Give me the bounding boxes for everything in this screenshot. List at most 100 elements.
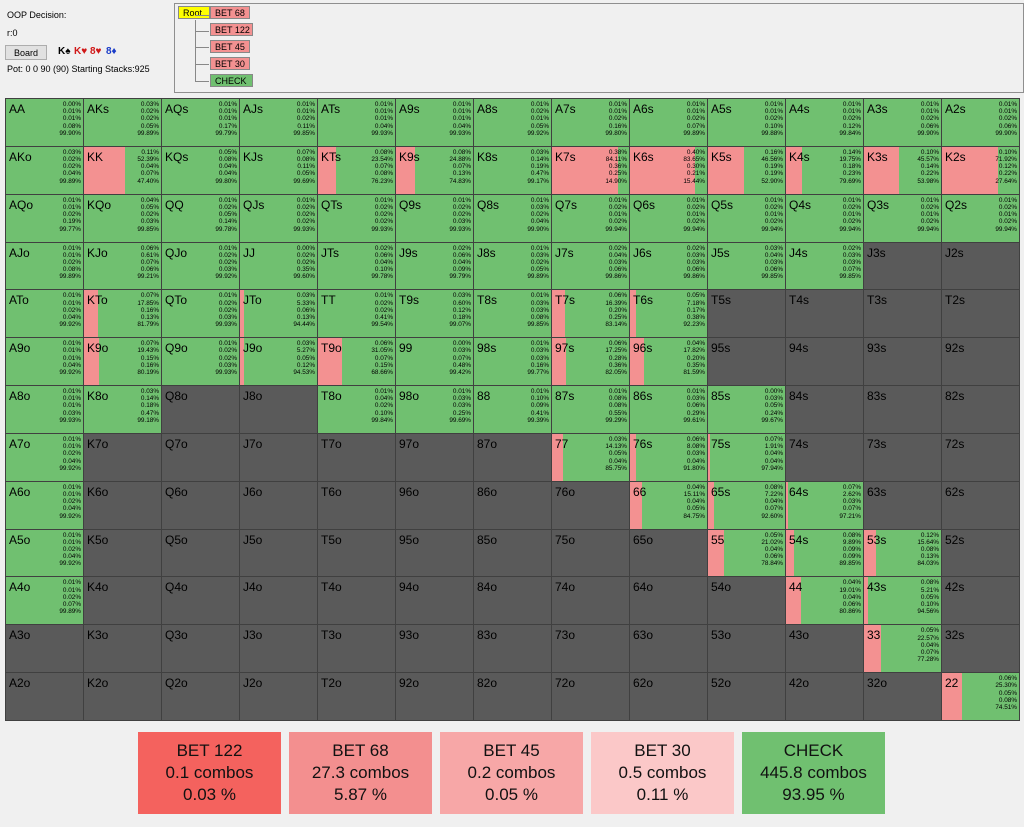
hand-cell[interactable]: J9o 0.03% 5.27% 0.05% 0.12% 94.53%: [240, 338, 317, 386]
hand-cell[interactable]: 32o: [864, 673, 941, 720]
hand-cell[interactable]: J8o: [240, 386, 317, 433]
hand-cell[interactable]: T7s 0.06% 16.39% 0.20% 0.25% 83.14%: [552, 290, 629, 338]
summary-bet-30[interactable]: BET 30 0.5 combos 0.11 %: [591, 732, 734, 814]
hand-cell[interactable]: 83o: [474, 625, 551, 673]
hand-cell[interactable]: 66 0.04% 15.11% 0.04% 0.05% 84.75%: [630, 481, 707, 529]
hand-cell[interactable]: T7o: [318, 433, 395, 481]
hand-cell[interactable]: 95s: [708, 338, 785, 386]
hand-cell[interactable]: 72o: [552, 673, 629, 720]
hand-cell[interactable]: QJo 0.01% 0.02% 0.02% 0.03% 99.92%: [162, 242, 239, 290]
hand-cell[interactable]: Q6o: [162, 481, 239, 529]
hand-cell[interactable]: K4s 0.14% 19.75% 0.18% 0.23% 79.69%: [786, 146, 863, 194]
hand-cell[interactable]: Q4o: [162, 577, 239, 625]
hand-cell[interactable]: 22 0.06% 25.30% 0.05% 0.08% 74.51%: [942, 673, 1019, 720]
hand-cell[interactable]: 84s: [786, 386, 863, 433]
hand-cell[interactable]: KK 0.11% 52.39% 0.04% 0.07% 47.40%: [84, 146, 161, 194]
hand-cell[interactable]: J4s 0.02% 0.03% 0.03% 0.07% 99.85%: [786, 242, 863, 290]
hand-cell[interactable]: QTs 0.01% 0.02% 0.02% 0.02% 99.93%: [318, 194, 395, 242]
hand-cell[interactable]: 93s: [864, 338, 941, 386]
hand-cell[interactable]: T3o: [318, 625, 395, 673]
hand-cell[interactable]: A2o: [6, 673, 83, 720]
hand-cell[interactable]: A4o 0.01% 0.01% 0.02% 0.07% 99.89%: [6, 577, 83, 625]
hand-cell[interactable]: K3s 0.10% 45.57% 0.14% 0.22% 53.98%: [864, 146, 941, 194]
hand-cell[interactable]: Q5o: [162, 529, 239, 577]
hand-cell[interactable]: 94s: [786, 338, 863, 386]
hand-cell[interactable]: K8o 0.03% 0.14% 0.18% 0.47% 99.18%: [84, 386, 161, 433]
hand-cell[interactable]: J7s 0.02% 0.04% 0.03% 0.06% 99.86%: [552, 242, 629, 290]
hand-cell[interactable]: T2o: [318, 673, 395, 720]
hand-cell[interactable]: QJs 0.01% 0.02% 0.02% 0.02% 99.93%: [240, 194, 317, 242]
hand-cell[interactable]: 53o: [708, 625, 785, 673]
hand-cell[interactable]: KQs 0.05% 0.08% 0.04% 0.04% 99.80%: [162, 146, 239, 194]
hand-cell[interactable]: 63o: [630, 625, 707, 673]
hand-cell[interactable]: 94o: [396, 577, 473, 625]
hand-cell[interactable]: 98o 0.01% 0.03% 0.03% 0.25% 99.69%: [396, 386, 473, 433]
hand-cell[interactable]: QTo 0.01% 0.02% 0.02% 0.03% 99.93%: [162, 290, 239, 338]
hand-cell[interactable]: J7o: [240, 433, 317, 481]
hand-cell[interactable]: K6o: [84, 481, 161, 529]
hand-cell[interactable]: A5s 0.01% 0.01% 0.02% 0.10% 99.88%: [708, 99, 785, 146]
hand-cell[interactable]: Q3s 0.01% 0.02% 0.01% 0.02% 99.94%: [864, 194, 941, 242]
hand-cell[interactable]: 32s: [942, 625, 1019, 673]
hand-cell[interactable]: K5s 0.16% 46.56% 0.19% 0.19% 52.90%: [708, 146, 785, 194]
hand-cell[interactable]: QQ 0.01% 0.02% 0.05% 0.14% 99.78%: [162, 194, 239, 242]
hand-cell[interactable]: Q9o 0.01% 0.02% 0.02% 0.03% 99.93%: [162, 338, 239, 386]
hand-cell[interactable]: KJs 0.07% 0.08% 0.11% 0.05% 99.69%: [240, 146, 317, 194]
hand-cell[interactable]: 96o: [396, 481, 473, 529]
hand-cell[interactable]: T3s: [864, 290, 941, 338]
tree-node-root[interactable]: Root: [178, 6, 210, 19]
hand-cell[interactable]: 95o: [396, 529, 473, 577]
hand-cell[interactable]: Q8s 0.01% 0.03% 0.02% 0.04% 99.90%: [474, 194, 551, 242]
hand-cell[interactable]: AKo 0.03% 0.02% 0.02% 0.04% 99.89%: [6, 146, 83, 194]
hand-cell[interactable]: 99 0.00% 0.03% 0.07% 0.48% 99.42%: [396, 338, 473, 386]
hand-cell[interactable]: T4s: [786, 290, 863, 338]
hand-cell[interactable]: Q4s 0.01% 0.02% 0.01% 0.02% 99.94%: [786, 194, 863, 242]
hand-cell[interactable]: 74s: [786, 433, 863, 481]
hand-cell[interactable]: AKs 0.03% 0.02% 0.02% 0.05% 99.89%: [84, 99, 161, 146]
hand-cell[interactable]: K7o: [84, 433, 161, 481]
hand-cell[interactable]: AA 0.00% 0.01% 0.01% 0.08% 99.90%: [6, 99, 83, 146]
hand-cell[interactable]: 33 0.05% 22.57% 0.04% 0.07% 77.28%: [864, 625, 941, 673]
hand-cell[interactable]: K5o: [84, 529, 161, 577]
hand-cell[interactable]: 75s 0.07% 1.91% 0.04% 0.04% 97.94%: [708, 433, 785, 481]
hand-cell[interactable]: T8o 0.01% 0.04% 0.02% 0.10% 99.84%: [318, 386, 395, 433]
hand-cell[interactable]: 86o: [474, 481, 551, 529]
hand-cell[interactable]: A6s 0.01% 0.01% 0.02% 0.07% 99.89%: [630, 99, 707, 146]
hand-cell[interactable]: 43s 0.08% 5.21% 0.05% 0.10% 94.56%: [864, 577, 941, 625]
hand-cell[interactable]: Q5s 0.01% 0.02% 0.01% 0.02% 99.94%: [708, 194, 785, 242]
hand-cell[interactable]: A7o 0.01% 0.01% 0.02% 0.04% 99.92%: [6, 433, 83, 481]
hand-cell[interactable]: 76s 0.06% 8.08% 0.03% 0.04% 91.80%: [630, 433, 707, 481]
hand-cell[interactable]: T4o: [318, 577, 395, 625]
hand-cell[interactable]: A4s 0.01% 0.01% 0.02% 0.12% 99.84%: [786, 99, 863, 146]
hand-cell[interactable]: T9s 0.03% 0.60% 0.12% 0.18% 99.07%: [396, 290, 473, 338]
hand-cell[interactable]: Q6s 0.01% 0.02% 0.01% 0.02% 99.94%: [630, 194, 707, 242]
hand-cell[interactable]: 44 0.04% 19.01% 0.04% 0.06% 80.86%: [786, 577, 863, 625]
hand-cell[interactable]: K4o: [84, 577, 161, 625]
hand-cell[interactable]: J4o: [240, 577, 317, 625]
hand-cell[interactable]: 43o: [786, 625, 863, 673]
hand-cell[interactable]: Q2o: [162, 673, 239, 720]
hand-cell[interactable]: Q8o: [162, 386, 239, 433]
hand-cell[interactable]: AJo 0.01% 0.01% 0.02% 0.08% 99.89%: [6, 242, 83, 290]
hand-cell[interactable]: 42o: [786, 673, 863, 720]
hand-cell[interactable]: A5o 0.01% 0.01% 0.02% 0.04% 99.92%: [6, 529, 83, 577]
board-button[interactable]: Board: [5, 45, 47, 60]
hand-cell[interactable]: T6s 0.05% 7.18% 0.17% 0.38% 92.23%: [630, 290, 707, 338]
hand-cell[interactable]: KTo 0.07% 17.85% 0.16% 0.13% 81.79%: [84, 290, 161, 338]
summary-check[interactable]: CHECK 445.8 combos 93.95 %: [742, 732, 885, 814]
hand-cell[interactable]: K2o: [84, 673, 161, 720]
hand-cell[interactable]: 97o: [396, 433, 473, 481]
hand-cell[interactable]: K8s 0.03% 0.14% 0.19% 0.47% 99.17%: [474, 146, 551, 194]
hand-cell[interactable]: 96s 0.04% 17.82% 0.20% 0.35% 81.59%: [630, 338, 707, 386]
hand-cell[interactable]: J2s: [942, 242, 1019, 290]
hand-cell[interactable]: ATo 0.01% 0.01% 0.02% 0.04% 99.92%: [6, 290, 83, 338]
hand-cell[interactable]: AJs 0.01% 0.01% 0.02% 0.11% 99.85%: [240, 99, 317, 146]
hand-cell[interactable]: 85s 0.00% 0.03% 0.05% 0.24% 99.67%: [708, 386, 785, 433]
hand-cell[interactable]: 42s: [942, 577, 1019, 625]
hand-cell[interactable]: 53s 0.12% 15.64% 0.08% 0.13% 84.03%: [864, 529, 941, 577]
hand-cell[interactable]: 73s: [864, 433, 941, 481]
hand-cell[interactable]: JTo 0.03% 5.33% 0.06% 0.13% 94.44%: [240, 290, 317, 338]
hand-cell[interactable]: A8s 0.01% 0.02% 0.01% 0.05% 99.92%: [474, 99, 551, 146]
hand-cell[interactable]: 77 0.03% 14.13% 0.05% 0.04% 85.75%: [552, 433, 629, 481]
tree-node-bet-30[interactable]: BET 30: [210, 57, 250, 70]
